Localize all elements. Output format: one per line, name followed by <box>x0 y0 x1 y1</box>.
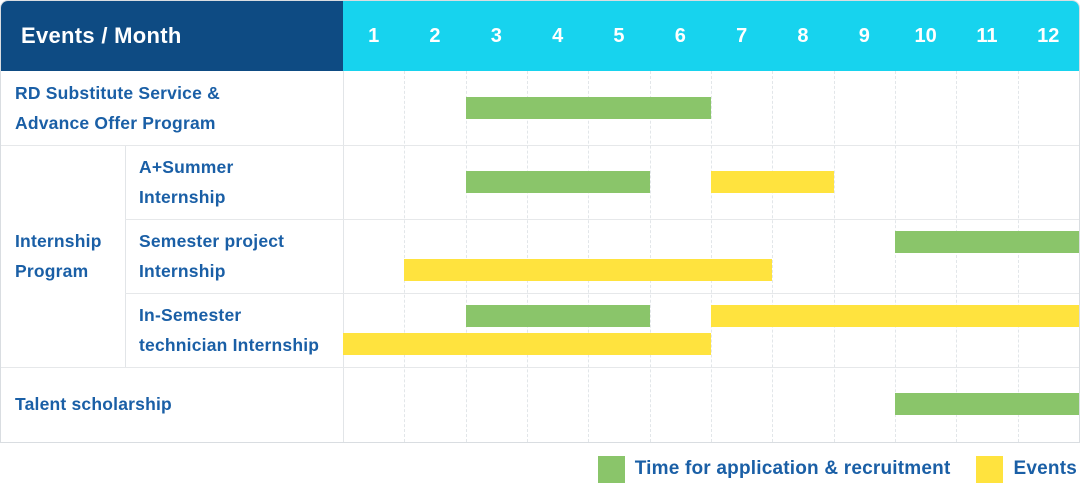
row-divider <box>1 145 1079 146</box>
month-header-cell: 2 <box>429 24 441 47</box>
month-gridline <box>956 71 958 442</box>
legend-label: Events <box>1013 458 1077 479</box>
legend-swatch-event <box>976 455 1004 483</box>
month-gridline <box>404 71 406 442</box>
legend-swatch-application <box>597 455 625 483</box>
row-label-line: Internship <box>139 187 226 207</box>
month-header-cell: 6 <box>674 24 686 47</box>
row-divider <box>125 293 1079 294</box>
month-gridline <box>649 71 651 442</box>
legend-label: Time for application & recruitment <box>634 458 951 479</box>
table-header: Events / Month 1 2 3 4 5 6 7 8 9 10 11 12 <box>1 1 1079 71</box>
month-header-cell: 11 <box>976 24 998 47</box>
row-label-line: Advance Offer Program <box>15 113 216 133</box>
event-bar <box>343 333 711 355</box>
month-gridline <box>588 71 590 442</box>
group-label-line: Internship <box>15 231 102 251</box>
month-header-cell: 7 <box>736 24 748 47</box>
month-header-cell: 9 <box>858 24 870 47</box>
row-divider <box>1 367 1079 368</box>
row-label: In-Semester technician Internship <box>125 293 343 367</box>
event-bar <box>711 305 1079 327</box>
table-body: Internship Program RD Substitute Service &… <box>1 71 1079 442</box>
sub-label-divider <box>125 145 126 367</box>
month-header-cell: 12 <box>1037 24 1060 47</box>
row-label: Semester project Internship <box>125 219 343 293</box>
row-divider <box>125 219 1079 220</box>
row-label-line: Internship <box>139 261 226 281</box>
application-bar <box>465 97 711 119</box>
corner-header-label: Events / Month <box>21 23 182 48</box>
month-gridline <box>833 71 835 442</box>
row-label: RD Substitute Service & Advance Offer Pro… <box>1 71 343 145</box>
row-label-line: Semester project <box>139 231 285 251</box>
legend-item-application: Time for application & recruitment <box>597 455 951 483</box>
row-label: A+Summer Internship <box>125 145 343 219</box>
row-label: Talent scholarship <box>1 367 343 441</box>
label-months-divider <box>343 71 344 442</box>
row-label-line: A+Summer <box>139 157 234 177</box>
row-label-line: RD Substitute Service & <box>15 83 220 103</box>
row-label-line: technician Internship <box>139 335 320 355</box>
application-bar <box>465 171 650 193</box>
group-cell-internship-program: Internship Program <box>1 145 125 367</box>
month-header-cell: 10 <box>914 24 937 47</box>
application-bar <box>895 231 1079 253</box>
event-bar <box>711 171 834 193</box>
event-bar <box>404 259 773 281</box>
month-gridline <box>772 71 774 442</box>
month-gridline <box>527 71 528 442</box>
month-gridline <box>465 71 467 442</box>
month-gridline <box>895 71 896 442</box>
month-header-cell: 4 <box>552 24 564 47</box>
legend: Time for application & recruitment Events <box>597 455 1077 483</box>
schedule-table: Events / Month 1 2 3 4 5 6 7 8 9 10 11 12 Internshi… <box>0 0 1080 443</box>
legend-item-event: Events <box>976 455 1077 483</box>
application-bar <box>895 393 1079 415</box>
month-gridline <box>1017 71 1019 442</box>
month-header-row: 1 2 3 4 5 6 7 8 9 10 11 12 <box>343 1 1079 71</box>
month-header-cell: 3 <box>490 24 502 47</box>
month-header-cell: 5 <box>613 24 625 47</box>
application-bar <box>465 305 650 327</box>
row-label-line: In-Semester <box>139 305 242 325</box>
month-header-cell: 1 <box>368 24 380 47</box>
row-label-line: Talent scholarship <box>15 394 172 414</box>
month-gridline <box>711 71 712 442</box>
corner-header-cell: Events / Month <box>1 1 343 71</box>
group-label-line: Program <box>15 261 89 281</box>
month-header-cell: 8 <box>797 24 809 47</box>
